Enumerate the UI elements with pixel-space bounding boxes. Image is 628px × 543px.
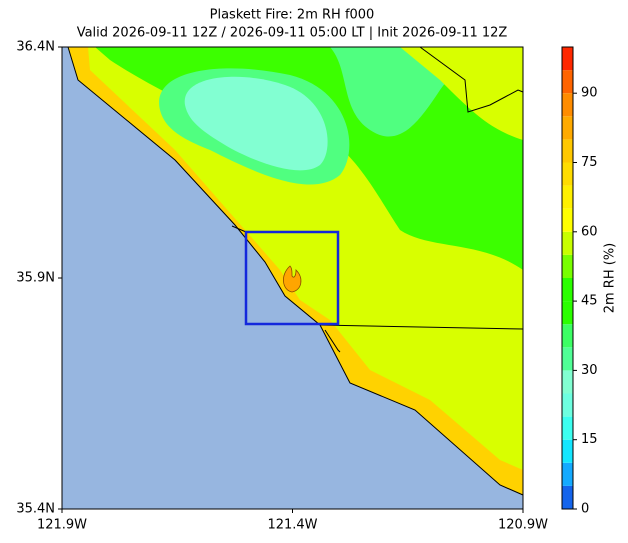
colorbar-tick-label: 15 [581,432,598,447]
county-border [419,46,524,113]
y-tick-label: 35.9N [16,271,55,286]
colorbar-bin [562,347,573,371]
colorbar-tick-label: 30 [581,363,598,378]
subtitle: Valid 2026-09-11 12Z / 2026-09-11 05:00 … [77,26,508,41]
colorbar-tick-label: 75 [581,155,598,170]
colorbar-label: 2m RH (%) [603,243,618,314]
x-tick-label: 120.9W [498,518,548,533]
colorbar-bin [562,93,573,117]
map-area [61,46,524,510]
y-tick-label: 36.4N [16,40,55,55]
colorbar-bin [562,439,573,463]
rh-aqua [184,76,328,171]
colorbar-bin [562,370,573,394]
colorbar-bin [562,324,573,348]
title: Plaskett Fire: 2m RH f000 [210,8,375,23]
fire-icon [283,265,302,293]
colorbar-tick-label: 45 [581,294,598,309]
colorbar-bin [562,162,573,186]
county-border [324,329,341,353]
colorbar-bin [562,485,573,509]
coast-dry [68,47,523,495]
colorbar-bin [562,393,573,417]
colorbar-bin [562,185,573,209]
colorbar-bin [562,231,573,255]
rh-yellow [400,47,523,140]
x-tick-label: 121.9W [37,518,87,533]
colorbar-bin [562,301,573,325]
colorbar-bin [562,139,573,163]
colorbar-bin [562,254,573,278]
colorbar-tick-label: 90 [581,86,598,101]
colorbar-tick-label: 0 [581,502,589,517]
colorbar-bin [562,47,573,71]
fire-box [244,230,340,326]
colorbar-bin [562,208,573,232]
colorbar-bin [562,116,573,140]
y-tick-label: 35.4N [16,502,55,517]
colorbar-bin [562,462,573,486]
x-tick-label: 121.4W [267,518,317,533]
rh-green-light [120,47,523,137]
colorbar-bin [562,416,573,440]
colorbar-tick-label: 60 [581,224,598,239]
colorbar-bin [562,70,573,94]
colorbar-bin [562,278,573,302]
county-border [319,324,524,330]
coastline [67,46,524,496]
colorbar-frame [561,46,574,510]
